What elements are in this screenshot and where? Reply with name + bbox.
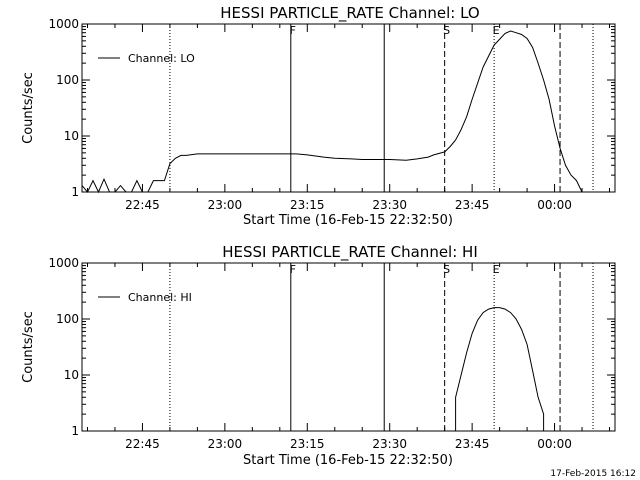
x-tick-label: 23:00 — [208, 437, 243, 451]
x-tick-label: 00:00 — [537, 198, 572, 212]
y-tick-label: 100 — [56, 312, 79, 326]
x-tick-label: 23:00 — [208, 198, 243, 212]
flag-marker-s: S — [443, 24, 450, 37]
y-axis-label: Counts/sec — [21, 72, 36, 144]
x-tick-label: 00:00 — [537, 437, 572, 451]
x-tick-label: 23:45 — [455, 437, 490, 451]
y-tick-label: 10 — [64, 129, 79, 143]
flag-marker-f: F — [290, 263, 296, 276]
chart-title: HESSI PARTICLE_RATE Channel: HI — [222, 243, 478, 262]
y-tick-label: 1 — [71, 424, 79, 438]
x-axis-label: Start Time (16-Feb-15 22:32:50) — [243, 453, 453, 468]
flag-marker-e: E — [493, 24, 500, 37]
chart-panel-hi: HESSI PARTICLE_RATE Channel: HI 1 10 100 10… — [21, 243, 616, 468]
x-tick-label: 22:45 — [125, 437, 160, 451]
chart-title: HESSI PARTICLE_RATE Channel: LO — [220, 4, 479, 23]
y-tick-label: 100 — [56, 73, 79, 87]
footer-timestamp: 17-Feb-2015 16:12 — [550, 469, 636, 479]
y-tick-label: 10 — [64, 368, 79, 382]
legend-entry: Channel: HI — [128, 291, 192, 304]
plot-frame — [81, 23, 616, 193]
x-tick-label: 23:30 — [372, 198, 407, 212]
plot-frame — [81, 262, 616, 432]
x-axis-label: Start Time (16-Feb-15 22:32:50) — [243, 213, 453, 228]
y-tick-label: 1000 — [48, 256, 79, 270]
x-tick-label: 22:45 — [125, 198, 160, 212]
y-tick-label: 1 — [71, 185, 79, 199]
y-tick-label: 1000 — [48, 17, 79, 31]
flag-marker-f: F — [290, 24, 296, 37]
series-line-hi — [455, 307, 545, 431]
y-axis-label: Counts/sec — [21, 311, 36, 383]
series-line-lo — [81, 30, 583, 194]
x-tick-label: 23:45 — [455, 198, 490, 212]
flag-marker-s: S — [443, 263, 450, 276]
chart-panel-lo: HESSI PARTICLE_RATE Channel: LO 1 10 100 10… — [21, 4, 616, 228]
x-tick-label: 23:15 — [290, 437, 325, 451]
flag-marker-e: E — [493, 263, 500, 276]
x-tick-label: 23:15 — [290, 198, 325, 212]
legend-entry: Channel: LO — [128, 52, 195, 65]
x-tick-label: 23:30 — [372, 437, 407, 451]
